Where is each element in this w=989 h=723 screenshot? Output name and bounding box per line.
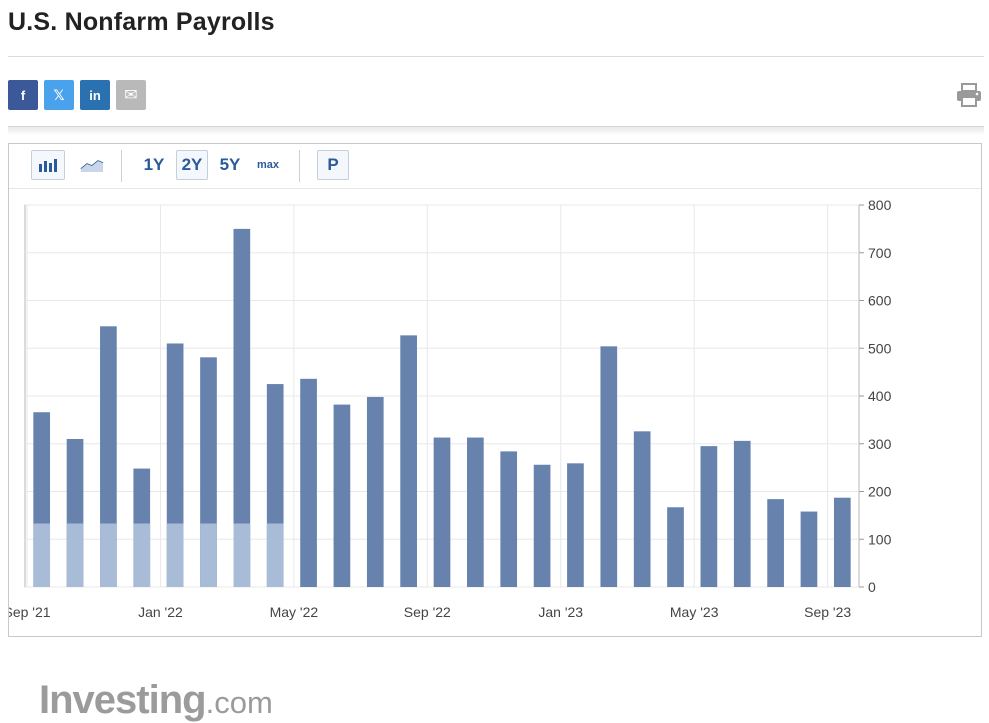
bar — [500, 451, 518, 587]
x-tick-label: May '23 — [670, 604, 719, 620]
print-icon[interactable] — [955, 82, 983, 108]
y-tick-label: 100 — [868, 531, 892, 547]
investing-watermark: Investing.com — [39, 678, 273, 723]
bar — [233, 228, 251, 587]
projection-button[interactable]: P — [317, 150, 349, 180]
section-divider — [8, 126, 984, 135]
bar-watermark-overlay — [166, 523, 184, 587]
facebook-icon: f — [20, 87, 26, 103]
bar — [633, 431, 651, 587]
y-tick-label: 0 — [868, 579, 876, 595]
bar — [567, 463, 584, 587]
bar — [800, 511, 818, 587]
watermark-brand: Investing — [39, 678, 207, 722]
y-tick-label: 400 — [868, 388, 892, 404]
range-2y-button[interactable]: 2Y — [176, 150, 208, 180]
watermark-suffix: .com — [205, 685, 273, 720]
bar — [400, 335, 417, 587]
bar — [833, 497, 851, 587]
email-share-button[interactable]: ✉ — [116, 80, 146, 110]
chart-toolbar: 1Y 2Y 5Y max P — [9, 144, 981, 189]
x-share-button[interactable]: 𝕏 — [44, 80, 74, 110]
y-tick-label: 300 — [868, 436, 892, 452]
bar-watermark-overlay — [133, 523, 151, 587]
line-chart-toggle[interactable] — [75, 150, 109, 180]
bar-watermark-overlay — [200, 523, 217, 587]
range-max-button[interactable]: max — [249, 150, 287, 180]
chart-container: 1Y 2Y 5Y max P 0 100 200 300 400 500 600 700 800… — [8, 143, 982, 722]
bar — [300, 378, 317, 587]
range-max-label: max — [256, 159, 280, 171]
y-tick-label: 700 — [868, 245, 892, 261]
x-icon: 𝕏 — [53, 86, 65, 103]
x-tick-label: Jan '22 — [138, 604, 183, 620]
bar — [600, 346, 618, 587]
toolbar-separator — [121, 150, 122, 182]
y-tick-label: 800 — [868, 197, 892, 213]
x-tick-label: Sep '23 — [804, 604, 851, 620]
payrolls-bar-chart: 0 100 200 300 400 500 600 700 800 Sep '21 Jan '22 M… — [9, 197, 892, 620]
y-tick-label: 500 — [868, 340, 892, 356]
bar — [667, 507, 684, 587]
bar-chart-toggle[interactable] — [31, 150, 65, 180]
bar — [767, 499, 784, 587]
bar-watermark-overlay — [100, 523, 117, 587]
bar — [100, 326, 117, 587]
range-5y-button[interactable]: 5Y — [219, 155, 241, 174]
line-chart-icon — [80, 160, 104, 172]
x-tick-label: Sep '21 — [9, 604, 51, 620]
page-title: U.S. Nonfarm Payrolls — [8, 8, 275, 36]
bar — [433, 437, 451, 587]
y-tick-label: 600 — [868, 293, 892, 309]
bar — [533, 464, 551, 587]
bar — [467, 437, 484, 587]
toolbar-separator — [299, 150, 300, 182]
bar-watermark-overlay — [33, 523, 51, 587]
bar — [333, 404, 351, 587]
y-tick-label: 200 — [868, 484, 892, 500]
bar-watermark-overlay — [66, 523, 84, 587]
linkedin-share-button[interactable]: in — [80, 80, 110, 110]
facebook-share-button[interactable]: f — [8, 80, 38, 110]
email-icon: ✉ — [124, 87, 138, 104]
bar-watermark-overlay — [233, 523, 251, 587]
bar — [733, 440, 751, 587]
bar — [700, 446, 718, 587]
bar-chart-icon — [39, 159, 57, 172]
linkedin-icon: in — [89, 87, 101, 103]
bar — [366, 396, 384, 587]
title-divider — [8, 56, 984, 57]
share-bar: f 𝕏 in ✉ — [8, 80, 146, 110]
bar-watermark-overlay — [266, 523, 284, 587]
range-1y-button[interactable]: 1Y — [143, 155, 165, 174]
x-tick-label: Jan '23 — [538, 604, 583, 620]
x-tick-label: May '22 — [270, 604, 319, 620]
x-tick-label: Sep '22 — [404, 604, 451, 620]
